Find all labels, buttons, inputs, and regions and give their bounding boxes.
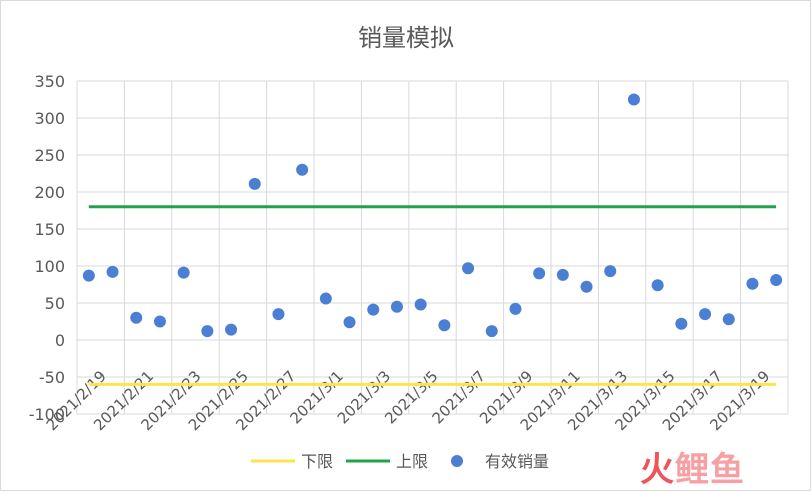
y-tick-label: -50: [39, 368, 65, 387]
data-point: [556, 268, 569, 281]
data-point: [722, 313, 735, 326]
data-point: [82, 269, 95, 282]
y-tick-label: 200: [34, 183, 65, 202]
scatter-points: [82, 93, 783, 338]
y-tick-label: 350: [34, 72, 65, 91]
data-point: [272, 308, 285, 321]
legend-label: 上限: [396, 452, 428, 471]
legend-item: 下限: [251, 452, 333, 471]
legend-item: 有效销量: [451, 452, 549, 471]
y-tick-label: 50: [45, 294, 65, 313]
data-point: [367, 303, 380, 316]
data-point: [580, 280, 593, 293]
data-point: [343, 316, 356, 329]
data-point: [390, 300, 403, 313]
data-point: [627, 93, 640, 106]
data-point: [462, 262, 475, 275]
data-point: [319, 292, 332, 305]
data-point: [509, 302, 522, 315]
limit-lines: [88, 205, 777, 386]
chart-title: 销量模拟: [358, 24, 454, 52]
y-tick-label: -100: [29, 405, 65, 424]
data-point: [414, 298, 427, 311]
data-point: [699, 308, 712, 321]
y-tick-label: 100: [34, 257, 65, 276]
data-point: [485, 325, 498, 338]
legend-label: 下限: [301, 452, 333, 471]
gridlines: [76, 80, 789, 415]
watermark-text-1: 火: [640, 450, 675, 490]
data-point: [438, 319, 451, 332]
watermark-logo: 火鲤鱼: [640, 442, 745, 491]
y-tick-label: 150: [34, 220, 65, 239]
data-point: [130, 311, 143, 324]
data-point: [604, 265, 617, 278]
y-axis-ticks: -100 -50 0 50 100 150 200 250 300 350: [29, 72, 65, 424]
data-point: [153, 315, 166, 328]
data-point: [770, 274, 783, 287]
data-point: [177, 266, 190, 279]
legend-label: 有效销量: [485, 452, 549, 471]
data-point: [296, 163, 309, 176]
data-point: [533, 267, 546, 280]
data-point: [106, 265, 119, 278]
legend: 下限 上限 有效销量: [251, 452, 549, 471]
data-point: [651, 279, 664, 292]
legend-item: 上限: [346, 452, 428, 471]
data-point: [225, 323, 238, 336]
y-tick-label: 0: [55, 331, 65, 350]
watermark-text-2: 鲤鱼: [675, 450, 745, 490]
data-point: [248, 177, 261, 190]
data-point: [746, 277, 759, 290]
data-point: [675, 317, 688, 330]
legend-swatch: [451, 455, 463, 467]
data-point: [201, 325, 214, 338]
y-tick-label: 300: [34, 109, 65, 128]
y-tick-label: 250: [34, 146, 65, 165]
